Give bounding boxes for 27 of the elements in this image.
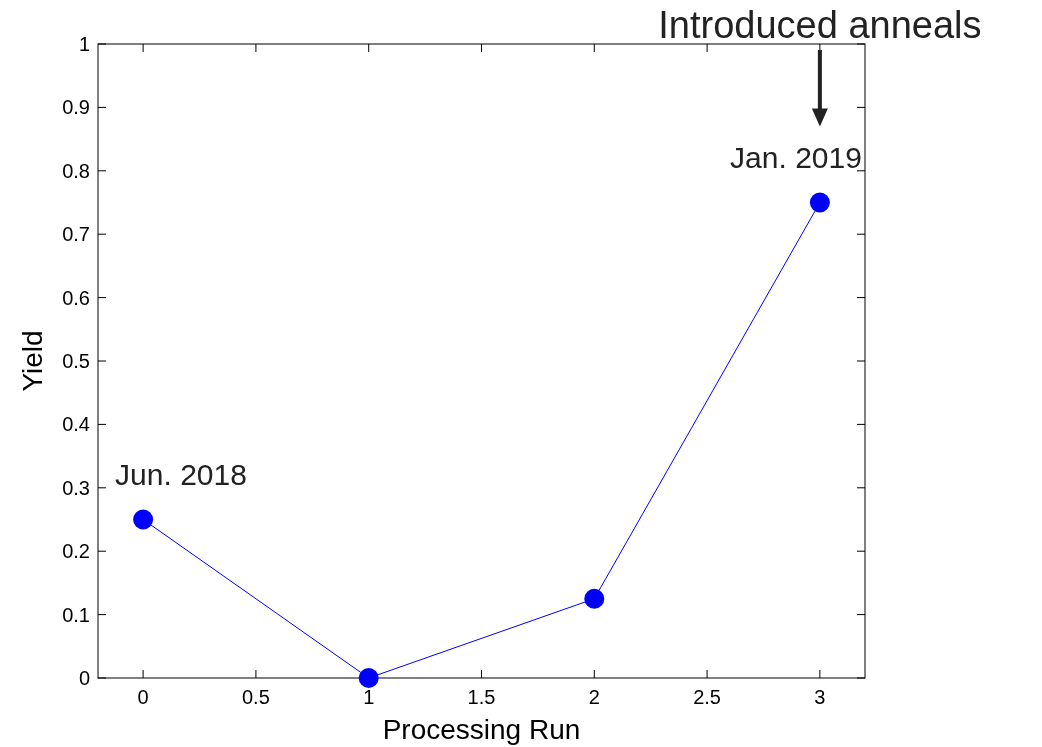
x-tick-label: 2 <box>588 686 600 708</box>
point <box>584 588 605 609</box>
x-tick-label: 2.5 <box>693 686 721 708</box>
annotation: Introduced anneals <box>658 4 982 46</box>
y-tick-label: 0.4 <box>62 413 90 436</box>
point <box>133 509 154 530</box>
y-tick-label: 0.3 <box>62 476 90 499</box>
annotation: Jun. 2018 <box>115 457 247 491</box>
y-tick-label: 0.1 <box>62 603 90 626</box>
y-tick-label: 0.7 <box>62 223 90 246</box>
y-tick-label: 0.6 <box>62 286 90 309</box>
x-tick-label: 0.5 <box>242 686 270 708</box>
x-axis-title: Processing Run <box>382 714 581 745</box>
y-tick-label: 0.5 <box>62 350 90 372</box>
x-tick-label: 1.5 <box>467 686 496 708</box>
y-tick-label: 0.8 <box>62 159 90 182</box>
point <box>358 668 379 688</box>
y-tick-label: 0.2 <box>62 540 90 563</box>
y-tick-label: 0 <box>78 667 90 689</box>
x-tick-label: 3 <box>814 686 826 708</box>
y-tick-label: 0.9 <box>62 96 90 119</box>
x-tick-label: 0 <box>137 686 149 708</box>
x-tick-label: 1 <box>363 686 375 708</box>
y-tick-label: 1 <box>78 33 90 55</box>
annotation: Jan. 2019 <box>730 140 862 174</box>
y-axis-title: Yield <box>17 330 48 392</box>
point <box>809 192 830 213</box>
